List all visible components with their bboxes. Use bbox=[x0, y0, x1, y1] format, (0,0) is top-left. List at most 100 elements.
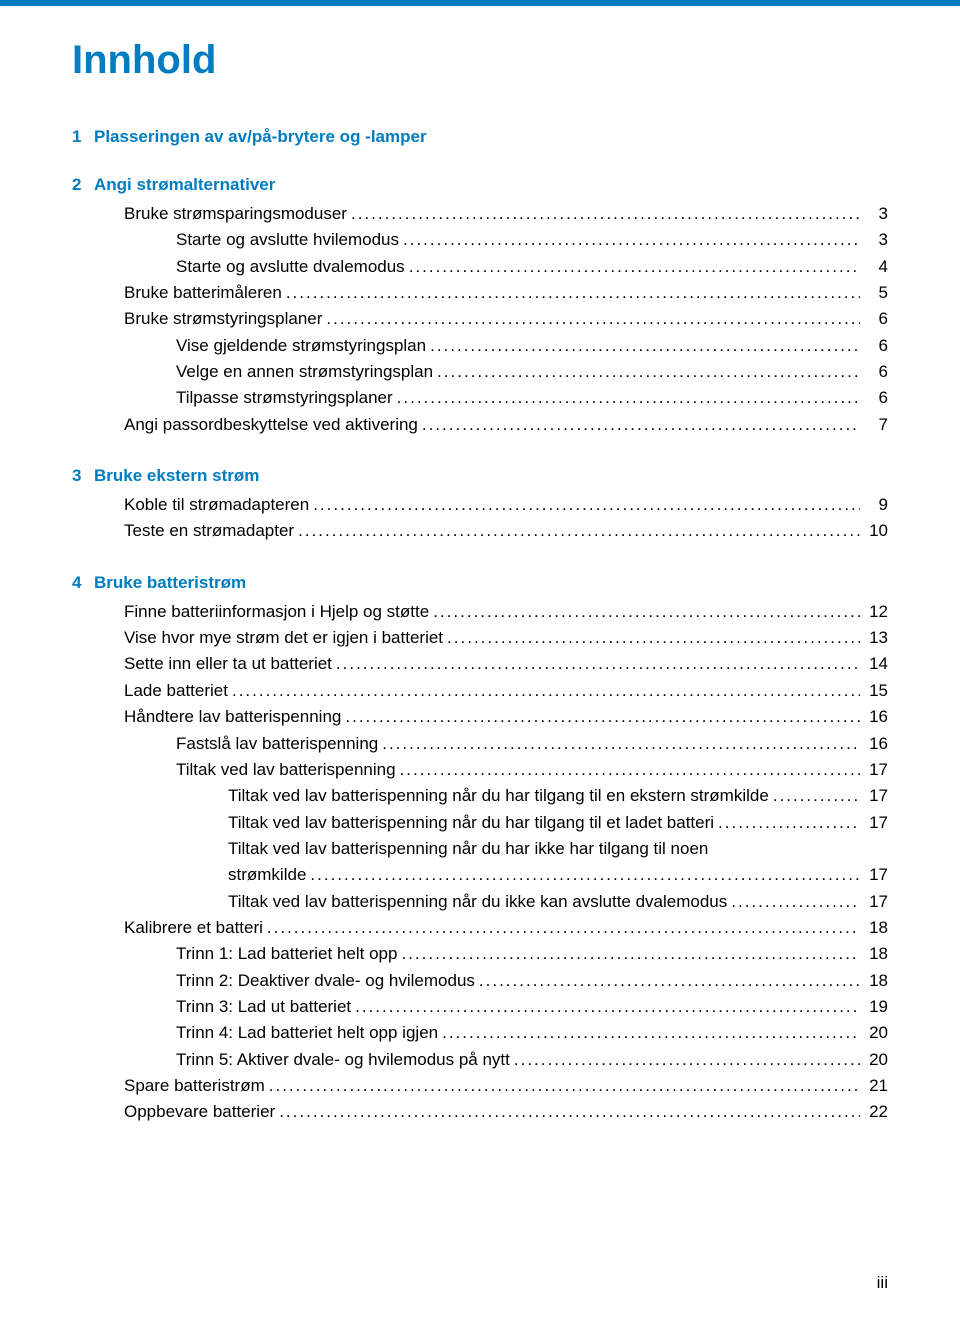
toc-page-number: 19 bbox=[864, 994, 888, 1020]
toc-entry[interactable]: Trinn 4: Lad batteriet helt opp igjen20 bbox=[72, 1020, 888, 1046]
toc-leader-dots bbox=[397, 385, 860, 411]
toc-leader-dots bbox=[267, 915, 860, 941]
toc-entry[interactable]: Vise gjeldende strømstyringsplan6 bbox=[72, 333, 888, 359]
toc-leader-dots bbox=[269, 1073, 860, 1099]
section-number: 3 bbox=[72, 466, 94, 486]
toc-leader-dots bbox=[442, 1020, 860, 1046]
section-number: 1 bbox=[72, 127, 94, 147]
page-content: Innhold 1Plasseringen av av/på-brytere o… bbox=[0, 6, 960, 1126]
toc-entry-label: Angi passordbeskyttelse ved aktivering bbox=[124, 412, 418, 438]
toc-entry-label: Trinn 5: Aktiver dvale- og hvilemodus på… bbox=[176, 1047, 510, 1073]
toc-entry[interactable]: Bruke strømsparingsmoduser3 bbox=[72, 201, 888, 227]
toc-entry[interactable]: Vise hvor mye strøm det er igjen i batte… bbox=[72, 625, 888, 651]
section-heading-text: Bruke batteristrøm bbox=[94, 573, 246, 592]
toc-page-number: 17 bbox=[864, 810, 888, 836]
toc-page-number: 14 bbox=[864, 651, 888, 677]
toc-leader-dots bbox=[479, 968, 860, 994]
section-heading[interactable]: 1Plasseringen av av/på-brytere og -lampe… bbox=[72, 127, 888, 147]
toc-entry[interactable]: Tiltak ved lav batterispenning når du ha… bbox=[72, 810, 888, 836]
toc-leader-dots bbox=[400, 757, 860, 783]
toc-entry[interactable]: Bruke batterimåleren 5 bbox=[72, 280, 888, 306]
toc-entry[interactable]: Trinn 5: Aktiver dvale- og hvilemodus på… bbox=[72, 1047, 888, 1073]
toc-entry-label: Vise gjeldende strømstyringsplan bbox=[176, 333, 426, 359]
toc-page-number: 17 bbox=[864, 757, 888, 783]
toc-page-number: 21 bbox=[864, 1073, 888, 1099]
section-heading-text: Bruke ekstern strøm bbox=[94, 466, 259, 485]
toc-entry[interactable]: Lade batteriet15 bbox=[72, 678, 888, 704]
toc-leader-dots bbox=[313, 492, 860, 518]
toc-entry[interactable]: Håndtere lav batterispenning16 bbox=[72, 704, 888, 730]
toc-leader-dots bbox=[382, 731, 860, 757]
toc-entry[interactable]: Sette inn eller ta ut batteriet 14 bbox=[72, 651, 888, 677]
toc-entry[interactable]: Trinn 2: Deaktiver dvale- og hvilemodus 1… bbox=[72, 968, 888, 994]
toc-entry-label: Kalibrere et batteri bbox=[124, 915, 263, 941]
toc-entry-label: Bruke batterimåleren bbox=[124, 280, 282, 306]
toc-leader-dots bbox=[336, 651, 860, 677]
toc-leader-dots bbox=[430, 333, 860, 359]
section-heading[interactable]: 4Bruke batteristrøm bbox=[72, 573, 888, 593]
toc-page-number: 20 bbox=[864, 1047, 888, 1073]
section-heading-text: Angi strømalternativer bbox=[94, 175, 275, 194]
toc-entry[interactable]: Finne batteriinformasjon i Hjelp og støt… bbox=[72, 599, 888, 625]
toc-page-number: 6 bbox=[864, 359, 888, 385]
toc-entry-label: Trinn 1: Lad batteriet helt opp bbox=[176, 941, 397, 967]
toc-leader-dots bbox=[232, 678, 860, 704]
toc-leader-dots bbox=[279, 1099, 860, 1125]
toc-page-number: 3 bbox=[864, 201, 888, 227]
toc-leader-dots bbox=[401, 941, 860, 967]
toc-page-number: 18 bbox=[864, 968, 888, 994]
section-heading[interactable]: 2Angi strømalternativer bbox=[72, 175, 888, 195]
toc-page-number: 9 bbox=[864, 492, 888, 518]
toc-entry-label: Lade batteriet bbox=[124, 678, 228, 704]
toc-entry[interactable]: Koble til strømadapteren9 bbox=[72, 492, 888, 518]
toc-page-number: 17 bbox=[864, 889, 888, 915]
section-heading[interactable]: 3Bruke ekstern strøm bbox=[72, 466, 888, 486]
toc-entry[interactable]: Tiltak ved lav batterispenning når du ik… bbox=[72, 889, 888, 915]
toc-entry[interactable]: Fastslå lav batterispenning16 bbox=[72, 731, 888, 757]
toc-page-number: 3 bbox=[864, 227, 888, 253]
page-number-footer: iii bbox=[877, 1273, 888, 1293]
toc-entry[interactable]: Starte og avslutte hvilemodus 3 bbox=[72, 227, 888, 253]
toc-entry[interactable]: Starte og avslutte dvalemodus4 bbox=[72, 254, 888, 280]
toc-entry[interactable]: Angi passordbeskyttelse ved aktivering7 bbox=[72, 412, 888, 438]
toc-page-number: 6 bbox=[864, 385, 888, 411]
toc-page-number: 12 bbox=[864, 599, 888, 625]
toc-page-number: 18 bbox=[864, 915, 888, 941]
toc-leader-dots bbox=[422, 412, 860, 438]
toc-entry-label: Starte og avslutte hvilemodus bbox=[176, 227, 399, 253]
toc-entry[interactable]: Tiltak ved lav batterispenning 17 bbox=[72, 757, 888, 783]
toc-entry-label: Tiltak ved lav batterispenning bbox=[176, 757, 396, 783]
toc-leader-dots bbox=[409, 254, 860, 280]
toc-leader-dots bbox=[286, 280, 860, 306]
toc-entry[interactable]: Bruke strømstyringsplaner6 bbox=[72, 306, 888, 332]
toc-entry[interactable]: Tiltak ved lav batterispenning når du ha… bbox=[72, 836, 888, 862]
toc-entry[interactable]: Spare batteristrøm21 bbox=[72, 1073, 888, 1099]
toc-entry[interactable]: Oppbevare batterier22 bbox=[72, 1099, 888, 1125]
toc-leader-dots bbox=[355, 994, 860, 1020]
toc-entry-label: Finne batteriinformasjon i Hjelp og støt… bbox=[124, 599, 429, 625]
toc-entry-label: Sette inn eller ta ut batteriet bbox=[124, 651, 332, 677]
toc-page-number: 5 bbox=[864, 280, 888, 306]
toc-entry[interactable]: Kalibrere et batteri 18 bbox=[72, 915, 888, 941]
toc-entry-label: Tiltak ved lav batterispenning når du ik… bbox=[228, 889, 727, 915]
toc-entry[interactable]: Trinn 1: Lad batteriet helt opp18 bbox=[72, 941, 888, 967]
toc-entry[interactable]: Velge en annen strømstyringsplan6 bbox=[72, 359, 888, 385]
toc-leader-dots bbox=[403, 227, 860, 253]
toc-leader-dots bbox=[345, 704, 860, 730]
toc-page-number: 10 bbox=[864, 518, 888, 544]
toc-entry-continuation[interactable]: strømkilde17 bbox=[72, 862, 888, 888]
toc-entry[interactable]: Tiltak ved lav batterispenning når du ha… bbox=[72, 783, 888, 809]
toc-entry-label: Trinn 2: Deaktiver dvale- og hvilemodus bbox=[176, 968, 475, 994]
toc-leader-dots bbox=[298, 518, 860, 544]
toc-entry[interactable]: Tilpasse strømstyringsplaner6 bbox=[72, 385, 888, 411]
toc-entry[interactable]: Trinn 3: Lad ut batteriet19 bbox=[72, 994, 888, 1020]
toc-entry-label: Fastslå lav batterispenning bbox=[176, 731, 378, 757]
toc-leader-dots bbox=[310, 862, 860, 888]
toc-leader-dots bbox=[437, 359, 860, 385]
toc-page-number: 17 bbox=[864, 862, 888, 888]
toc-page-number: 17 bbox=[864, 783, 888, 809]
toc-entry-label: Starte og avslutte dvalemodus bbox=[176, 254, 405, 280]
toc-entry[interactable]: Teste en strømadapter10 bbox=[72, 518, 888, 544]
section-number: 2 bbox=[72, 175, 94, 195]
toc-entry-label: Vise hvor mye strøm det er igjen i batte… bbox=[124, 625, 443, 651]
